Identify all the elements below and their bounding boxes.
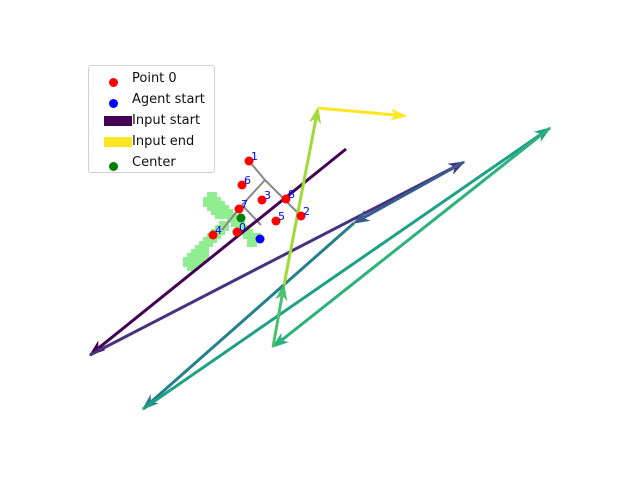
green-cross-region	[183, 192, 261, 271]
keypoint-label: 7	[241, 198, 248, 211]
input-arrow	[271, 126, 551, 348]
legend-entry-center: Center	[89, 152, 214, 173]
red-keypoint	[232, 227, 242, 237]
legend-blue-dot	[99, 93, 127, 108]
red-keypoint	[234, 204, 244, 214]
legend-purple-patch	[99, 114, 132, 127]
red-keypoint	[237, 180, 247, 190]
input-arrows	[88, 106, 552, 411]
skeleton-segment	[241, 179, 266, 206]
input-arrow	[271, 283, 288, 348]
legend-label: Agent start	[132, 92, 205, 107]
legend-label: Point 0	[132, 71, 177, 86]
legend-entry-input-end: Input end	[89, 131, 214, 152]
red-keypoint	[271, 216, 281, 226]
agent-start-point	[255, 234, 265, 244]
green-region-cell	[199, 249, 209, 259]
legend-yellow-patch	[99, 135, 132, 148]
red-keypoint	[244, 156, 254, 166]
keypoint-label: 0	[239, 221, 246, 234]
legend-entry-agent-start: Agent start	[89, 89, 214, 110]
keypoint-label: 5	[278, 210, 285, 223]
input-arrow	[317, 106, 408, 121]
keypoint-label: 6	[244, 174, 251, 187]
legend-entry-input-start: Input start	[89, 110, 214, 131]
keypoint-label: 2	[303, 205, 310, 218]
red-keypoint	[208, 230, 218, 240]
input-arrow	[282, 106, 322, 286]
input-arrow	[141, 221, 355, 410]
center-point	[236, 213, 246, 223]
red-keypoint	[281, 194, 291, 204]
legend-label: Input end	[132, 134, 195, 149]
legend-red-dot	[99, 72, 127, 87]
legend: Point 0 Agent start Input start Input en…	[88, 65, 215, 173]
legend-label: Input start	[132, 113, 201, 128]
red-keypoint	[296, 211, 306, 221]
keypoint-label: 8	[288, 188, 295, 201]
legend-label: Center	[132, 155, 176, 170]
keypoints: 0 1 2 3 4 5 6 7 8	[208, 150, 310, 244]
legend-entry-point0: Point 0	[89, 68, 214, 89]
input-arrow	[88, 147, 347, 356]
keypoint-label: 3	[264, 189, 271, 202]
green-region-cell	[215, 209, 225, 219]
keypoint-label: 1	[251, 150, 258, 163]
keypoint-label: 4	[215, 224, 222, 237]
input-arrow	[352, 160, 465, 224]
red-keypoint	[257, 195, 267, 205]
legend-green-dot	[99, 156, 127, 171]
